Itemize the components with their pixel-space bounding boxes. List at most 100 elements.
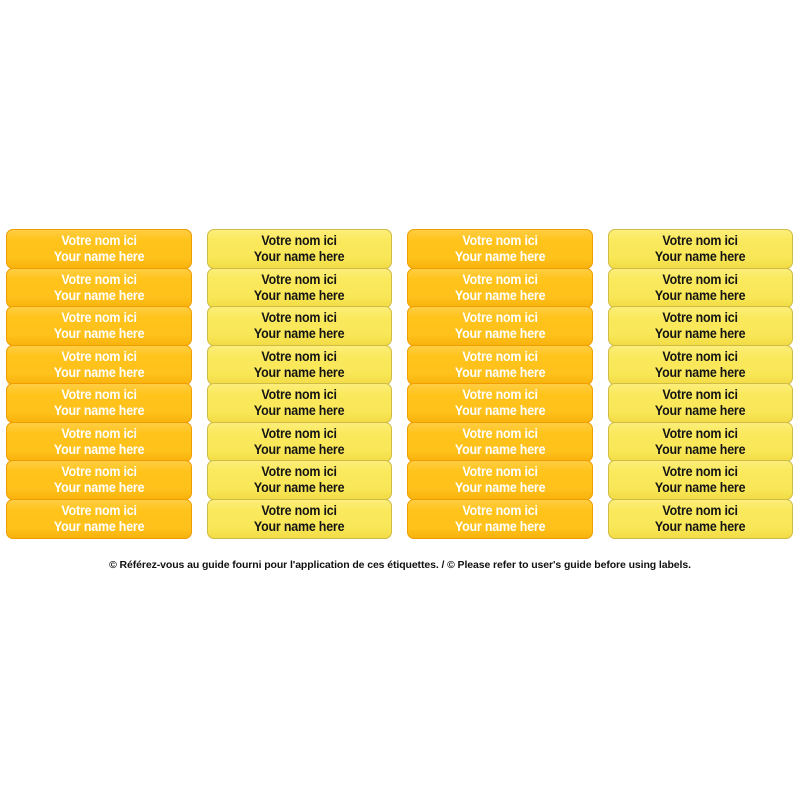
label-text: Votre nom ici Your name here — [254, 425, 345, 458]
label-line-en: Your name here — [454, 364, 546, 380]
label-line-en: Your name here — [454, 326, 546, 342]
label-line-fr: Votre nom ici — [462, 233, 538, 249]
label-line-en: Your name here — [254, 287, 345, 303]
label-line-en: Your name here — [655, 326, 746, 342]
label-line-fr: Votre nom ici — [662, 464, 739, 480]
label-line-fr: Votre nom ici — [662, 387, 739, 403]
label-sticker: Votre nom ici Your name here — [407, 344, 593, 385]
label-sticker: Votre nom ici Your name here — [206, 460, 392, 501]
label-text: Votre nom ici Your name here — [53, 348, 145, 381]
label-text: Votre nom ici Your name here — [455, 233, 546, 265]
label-line-en: Your name here — [254, 518, 345, 534]
label-sticker: Votre nom ici Your name here — [6, 344, 192, 385]
label-line-fr: Votre nom ici — [61, 310, 137, 326]
label-line-fr: Votre nom ici — [261, 310, 338, 326]
label-text: Votre nom ici Your name here — [655, 387, 746, 419]
label-sticker: Votre nom ici Your name here — [607, 421, 793, 462]
label-sticker: Votre nom ici Your name here — [607, 498, 793, 539]
label-line-en: Your name here — [655, 403, 746, 419]
label-line-fr: Votre nom ici — [61, 425, 137, 441]
label-text: Votre nom ici Your name here — [655, 271, 746, 304]
label-sticker: Votre nom ici Your name here — [407, 383, 593, 424]
label-line-fr: Votre nom ici — [261, 387, 338, 403]
label-text: Votre nom ici Your name here — [54, 310, 145, 342]
label-line-fr: Votre nom ici — [261, 425, 338, 441]
label-line-fr: Votre nom ici — [662, 271, 739, 287]
label-text: Votre nom ici Your name here — [54, 464, 145, 496]
label-line-en: Your name here — [454, 518, 546, 534]
label-sticker: Votre nom ici Your name here — [607, 344, 793, 385]
label-line-en: Your name here — [454, 287, 546, 303]
label-sticker: Votre nom ici Your name here — [407, 229, 593, 270]
label-sticker: Votre nom ici Your name here — [6, 306, 192, 347]
label-sticker: Votre nom ici Your name here — [407, 498, 593, 539]
label-text: Votre nom ici Your name here — [53, 387, 145, 419]
label-sticker: Votre nom ici Your name here — [407, 267, 593, 308]
label-sticker: Votre nom ici Your name here — [607, 460, 793, 501]
label-line-fr: Votre nom ici — [662, 425, 739, 441]
label-text: Votre nom ici Your name here — [53, 425, 145, 458]
label-text: Votre nom ici Your name here — [254, 387, 345, 419]
label-line-en: Your name here — [254, 480, 345, 496]
label-line-en: Your name here — [254, 364, 345, 380]
label-line-fr: Votre nom ici — [261, 464, 338, 480]
label-line-en: Your name here — [53, 287, 145, 303]
label-text: Votre nom ici Your name here — [454, 464, 546, 496]
label-text: Votre nom ici Your name here — [454, 272, 546, 304]
label-line-en: Your name here — [53, 518, 145, 534]
label-text: Votre nom ici Your name here — [454, 503, 546, 535]
label-text: Votre nom ici Your name here — [655, 233, 746, 265]
label-sticker: Votre nom ici Your name here — [6, 383, 192, 424]
label-line-fr: Votre nom ici — [261, 502, 338, 518]
label-sticker: Votre nom ici Your name here — [206, 344, 392, 385]
label-line-fr: Votre nom ici — [462, 425, 538, 441]
label-text: Votre nom ici Your name here — [655, 425, 746, 458]
label-line-fr: Votre nom ici — [261, 348, 338, 364]
label-column-1: Votre nom ici Your name here Votre nom ici… — [6, 229, 192, 539]
label-line-fr: Votre nom ici — [61, 387, 137, 403]
label-line-en: Your name here — [53, 441, 145, 457]
label-line-fr: Votre nom ici — [61, 502, 137, 518]
label-line-en: Your name here — [454, 480, 546, 496]
label-line-en: Your name here — [655, 249, 746, 265]
label-sticker: Votre nom ici Your name here — [6, 498, 192, 539]
label-sticker: Votre nom ici Your name here — [206, 306, 392, 347]
label-text: Votre nom ici Your name here — [454, 310, 546, 342]
label-sticker: Votre nom ici Your name here — [607, 229, 793, 270]
label-line-en: Your name here — [655, 441, 746, 457]
label-line-en: Your name here — [655, 364, 746, 380]
label-column-2: Votre nom ici Your name here Votre nom ici… — [206, 229, 392, 539]
label-line-fr: Votre nom ici — [261, 271, 338, 287]
label-text: Votre nom ici Your name here — [254, 464, 345, 496]
label-column-4: Votre nom ici Your name here Votre nom ici… — [607, 229, 793, 539]
label-line-en: Your name here — [53, 403, 145, 419]
label-text: Votre nom ici Your name here — [53, 502, 145, 535]
label-line-fr: Votre nom ici — [462, 310, 538, 326]
label-line-fr: Votre nom ici — [462, 464, 538, 480]
label-text: Votre nom ici Your name here — [254, 271, 345, 304]
label-line-fr: Votre nom ici — [61, 233, 137, 249]
label-text: Votre nom ici Your name here — [254, 233, 345, 265]
label-sheet: Votre nom ici Your name here Votre nom ici… — [6, 229, 793, 539]
label-sticker: Votre nom ici Your name here — [407, 460, 593, 501]
label-sticker: Votre nom ici Your name here — [6, 267, 192, 308]
label-line-en: Your name here — [53, 364, 145, 380]
label-line-fr: Votre nom ici — [61, 464, 137, 480]
label-sticker: Votre nom ici Your name here — [6, 229, 192, 270]
label-line-fr: Votre nom ici — [662, 310, 739, 326]
label-line-fr: Votre nom ici — [662, 233, 739, 249]
label-text: Votre nom ici Your name here — [454, 348, 546, 381]
label-text: Votre nom ici Your name here — [655, 503, 746, 535]
label-sticker: Votre nom ici Your name here — [607, 306, 793, 347]
label-sticker: Votre nom ici Your name here — [407, 306, 593, 347]
label-text: Votre nom ici Your name here — [455, 387, 546, 419]
label-text: Votre nom ici Your name here — [655, 310, 746, 342]
label-sticker: Votre nom ici Your name here — [607, 267, 793, 308]
label-sticker: Votre nom ici Your name here — [206, 383, 392, 424]
label-line-en: Your name here — [254, 441, 345, 457]
label-line-fr: Votre nom ici — [261, 233, 338, 249]
label-sticker: Votre nom ici Your name here — [6, 460, 192, 501]
label-line-fr: Votre nom ici — [61, 348, 137, 364]
label-text: Votre nom ici Your name here — [254, 310, 345, 342]
label-line-fr: Votre nom ici — [462, 348, 538, 364]
